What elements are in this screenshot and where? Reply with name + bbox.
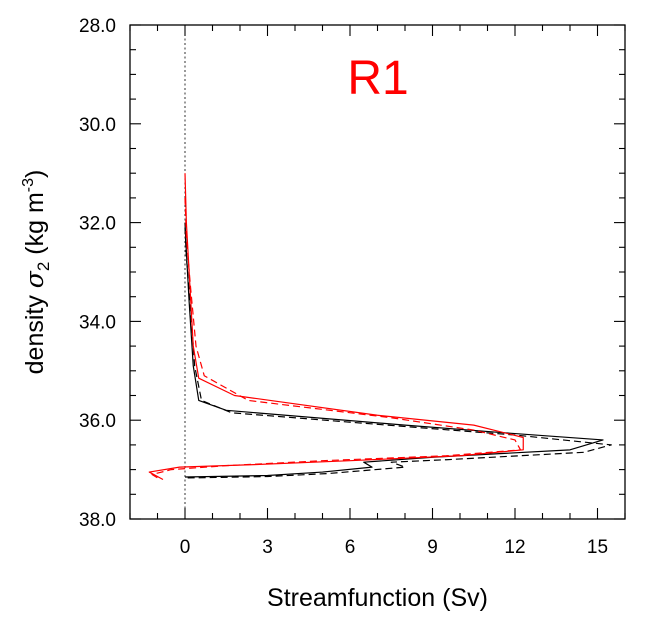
y-tick-label: 28.0 bbox=[79, 16, 116, 37]
y-axis-title: density σ2 (kg m-3) bbox=[20, 170, 53, 375]
y-tick-label: 38.0 bbox=[79, 510, 116, 531]
x-tick-label: 9 bbox=[427, 537, 438, 558]
x-tick-label: 6 bbox=[345, 537, 356, 558]
x-axis-title: Streamfunction (Sv) bbox=[267, 584, 488, 612]
y-axis-title-units: (kg m bbox=[21, 192, 49, 261]
y-tick-label: 32.0 bbox=[79, 214, 116, 235]
series-line-4 bbox=[151, 197, 522, 480]
y-axis-title-subscript: 2 bbox=[34, 262, 53, 271]
panel-label: R1 bbox=[347, 52, 408, 105]
y-axis-title-superscript: -3 bbox=[20, 178, 37, 192]
x-tick-label: 12 bbox=[504, 537, 525, 558]
y-axis-title-close: ) bbox=[21, 170, 49, 178]
series-line-2 bbox=[184, 227, 612, 479]
y-tick-label: 30.0 bbox=[79, 115, 116, 136]
x-tick-label: 3 bbox=[262, 537, 273, 558]
y-tick-label: 36.0 bbox=[79, 411, 116, 432]
y-axis-title-prefix: density bbox=[21, 288, 49, 374]
y-tick-label: 34.0 bbox=[79, 312, 116, 333]
x-tick-label: 15 bbox=[587, 537, 608, 558]
x-tick-label: 0 bbox=[180, 537, 191, 558]
y-axis-title-symbol: σ bbox=[20, 270, 49, 288]
tick-layer: 0 3 6 9 12 15 28.0 30.0 32.0 34.0 36.0 38.0 bbox=[79, 16, 626, 558]
series-layer bbox=[148, 25, 612, 519]
series-line-3 bbox=[148, 173, 524, 481]
series-line-1 bbox=[184, 222, 604, 478]
